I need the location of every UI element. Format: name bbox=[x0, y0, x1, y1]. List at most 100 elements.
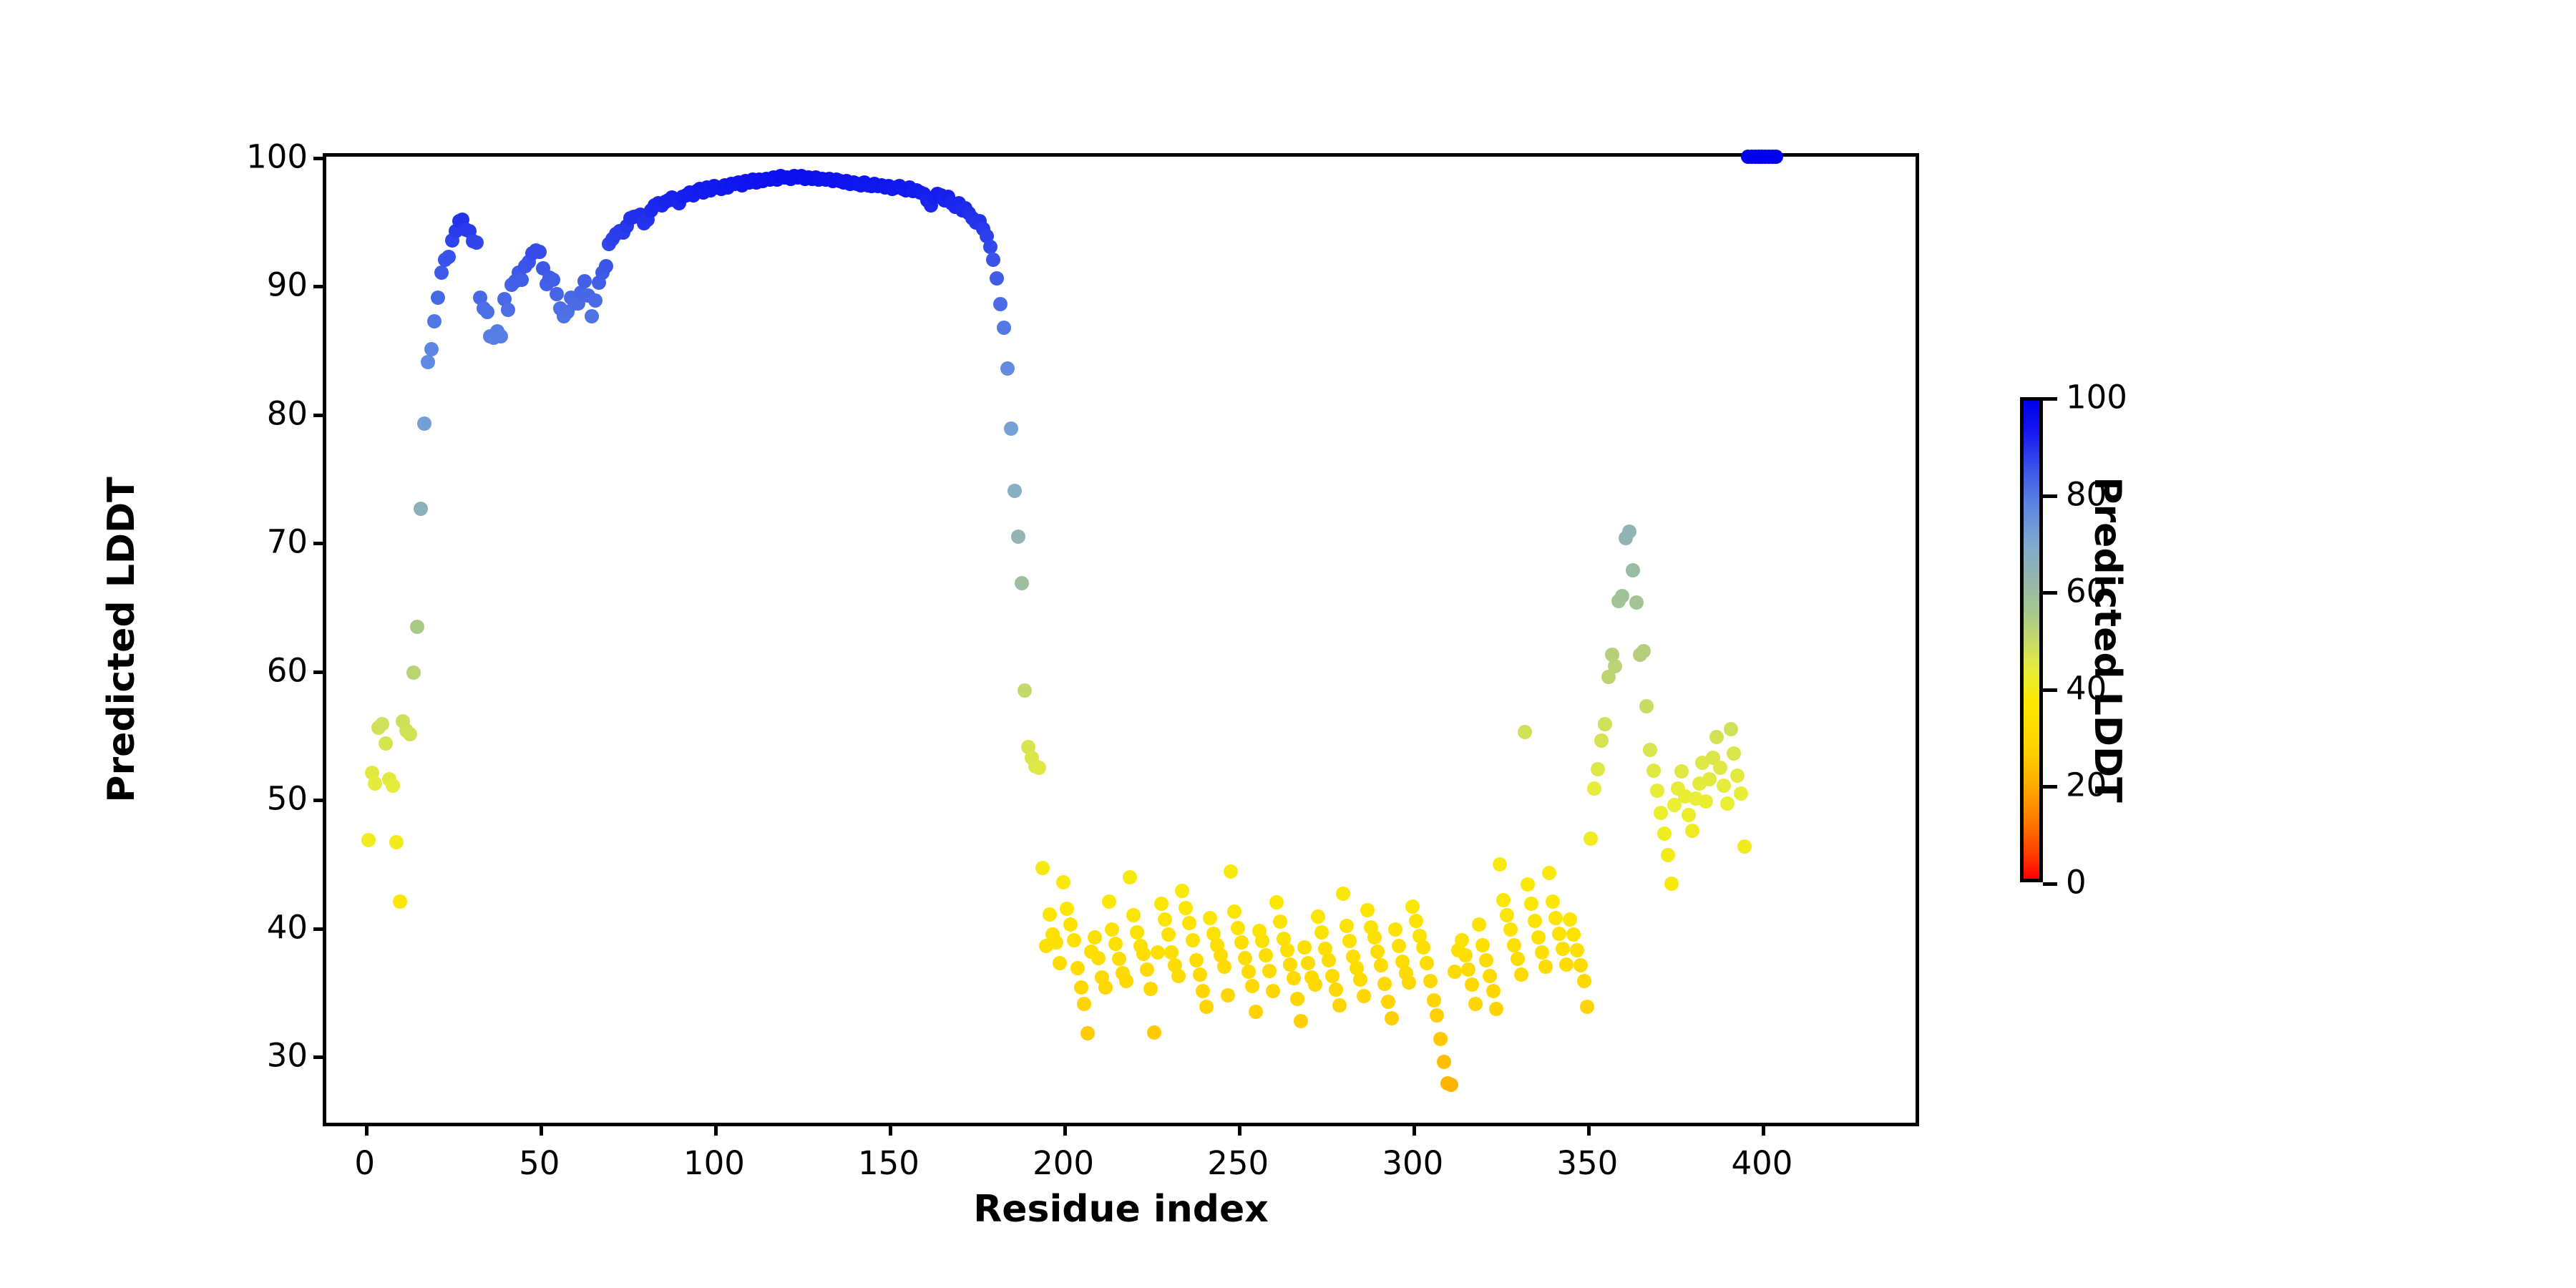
x-tick-label: 50 bbox=[519, 1144, 560, 1182]
data-point bbox=[1272, 914, 1287, 930]
x-tick bbox=[1587, 1123, 1591, 1136]
data-point bbox=[1080, 1026, 1096, 1041]
data-point bbox=[1157, 912, 1172, 927]
y-tick bbox=[313, 157, 326, 160]
data-point bbox=[997, 320, 1012, 335]
data-point bbox=[1643, 742, 1658, 757]
data-point bbox=[1314, 924, 1330, 940]
data-point bbox=[1328, 982, 1343, 997]
data-point bbox=[1521, 877, 1536, 892]
data-point bbox=[1248, 1004, 1263, 1019]
data-point bbox=[1185, 932, 1200, 947]
data-point bbox=[1279, 942, 1294, 957]
data-point bbox=[1468, 997, 1483, 1012]
data-point bbox=[1621, 524, 1636, 539]
data-point bbox=[1070, 960, 1085, 975]
data-point bbox=[1370, 944, 1385, 959]
data-point bbox=[1646, 763, 1662, 778]
data-point bbox=[1325, 968, 1340, 983]
data-point bbox=[1220, 987, 1235, 1002]
data-point bbox=[1381, 994, 1396, 1009]
colorbar-tick bbox=[2043, 882, 2057, 886]
data-point bbox=[1409, 913, 1424, 928]
data-point bbox=[1244, 979, 1259, 994]
y-tick-label: 30 bbox=[266, 1036, 308, 1075]
data-point bbox=[1500, 908, 1515, 923]
data-point bbox=[1569, 942, 1584, 957]
data-point bbox=[1063, 917, 1078, 932]
x-tick bbox=[889, 1123, 892, 1136]
data-point bbox=[420, 355, 435, 370]
data-point bbox=[1311, 909, 1326, 924]
data-point bbox=[1178, 900, 1193, 915]
data-point bbox=[1769, 150, 1783, 164]
data-point bbox=[1000, 361, 1015, 376]
data-point bbox=[546, 273, 561, 288]
data-point bbox=[1108, 936, 1123, 951]
data-point bbox=[1681, 808, 1696, 823]
data-point bbox=[986, 252, 1001, 267]
data-point bbox=[1719, 796, 1735, 811]
data-point bbox=[1294, 1013, 1308, 1028]
data-point bbox=[1255, 934, 1270, 949]
y-tick bbox=[313, 670, 326, 674]
data-point bbox=[1189, 953, 1204, 968]
colorbar-tick bbox=[2043, 397, 2057, 401]
data-point bbox=[1465, 977, 1480, 992]
data-point bbox=[1287, 971, 1302, 986]
data-point bbox=[1562, 912, 1577, 927]
data-point bbox=[1587, 781, 1602, 796]
data-point bbox=[1664, 876, 1679, 891]
data-point bbox=[1269, 895, 1284, 910]
data-point bbox=[1088, 930, 1102, 945]
data-point bbox=[1206, 926, 1221, 941]
data-point bbox=[379, 736, 393, 751]
data-point bbox=[1534, 945, 1549, 960]
x-tick bbox=[539, 1123, 543, 1136]
data-point bbox=[577, 274, 592, 288]
x-tick bbox=[713, 1123, 718, 1136]
data-point bbox=[1699, 794, 1714, 809]
data-point bbox=[1454, 932, 1469, 947]
data-point bbox=[409, 619, 424, 634]
x-tick-label: 400 bbox=[1731, 1144, 1793, 1182]
data-point bbox=[1350, 960, 1365, 975]
data-point bbox=[1042, 907, 1057, 922]
x-tick bbox=[1413, 1123, 1417, 1136]
colorbar-tick-label: 60 bbox=[2066, 572, 2107, 610]
data-point bbox=[413, 501, 428, 516]
y-tick bbox=[313, 413, 326, 417]
data-point bbox=[1639, 698, 1654, 713]
data-point bbox=[1262, 963, 1277, 978]
data-point bbox=[1031, 761, 1046, 775]
data-point bbox=[532, 244, 547, 259]
x-tick bbox=[1063, 1123, 1068, 1136]
data-point bbox=[1667, 798, 1682, 813]
data-point bbox=[1374, 958, 1389, 973]
data-point bbox=[494, 329, 509, 344]
x-tick-label: 0 bbox=[354, 1144, 376, 1182]
data-point bbox=[1356, 989, 1371, 1004]
data-point bbox=[1597, 717, 1612, 731]
data-point bbox=[1430, 1008, 1445, 1023]
y-tick-label: 70 bbox=[266, 522, 308, 561]
data-point bbox=[1413, 929, 1427, 944]
data-point bbox=[982, 239, 997, 254]
y-tick-label: 60 bbox=[266, 651, 308, 690]
data-point bbox=[1153, 897, 1169, 912]
scatter-plot-area bbox=[326, 150, 1916, 1123]
data-point bbox=[424, 342, 439, 357]
data-point bbox=[1482, 968, 1497, 983]
data-point bbox=[1573, 958, 1588, 973]
data-point bbox=[1629, 595, 1644, 610]
data-point bbox=[1290, 992, 1305, 1006]
data-point bbox=[1506, 937, 1521, 952]
data-point bbox=[361, 832, 376, 847]
data-point bbox=[1150, 945, 1165, 960]
data-point bbox=[1035, 861, 1050, 875]
data-point bbox=[1053, 955, 1068, 970]
data-point bbox=[1712, 761, 1727, 775]
data-point bbox=[1010, 530, 1025, 545]
data-point bbox=[1548, 911, 1563, 925]
plot-axes: 0 50 100 150 200 250 300 350 400 30 40 50 60 70 80 90 1… bbox=[246, 138, 1919, 1182]
